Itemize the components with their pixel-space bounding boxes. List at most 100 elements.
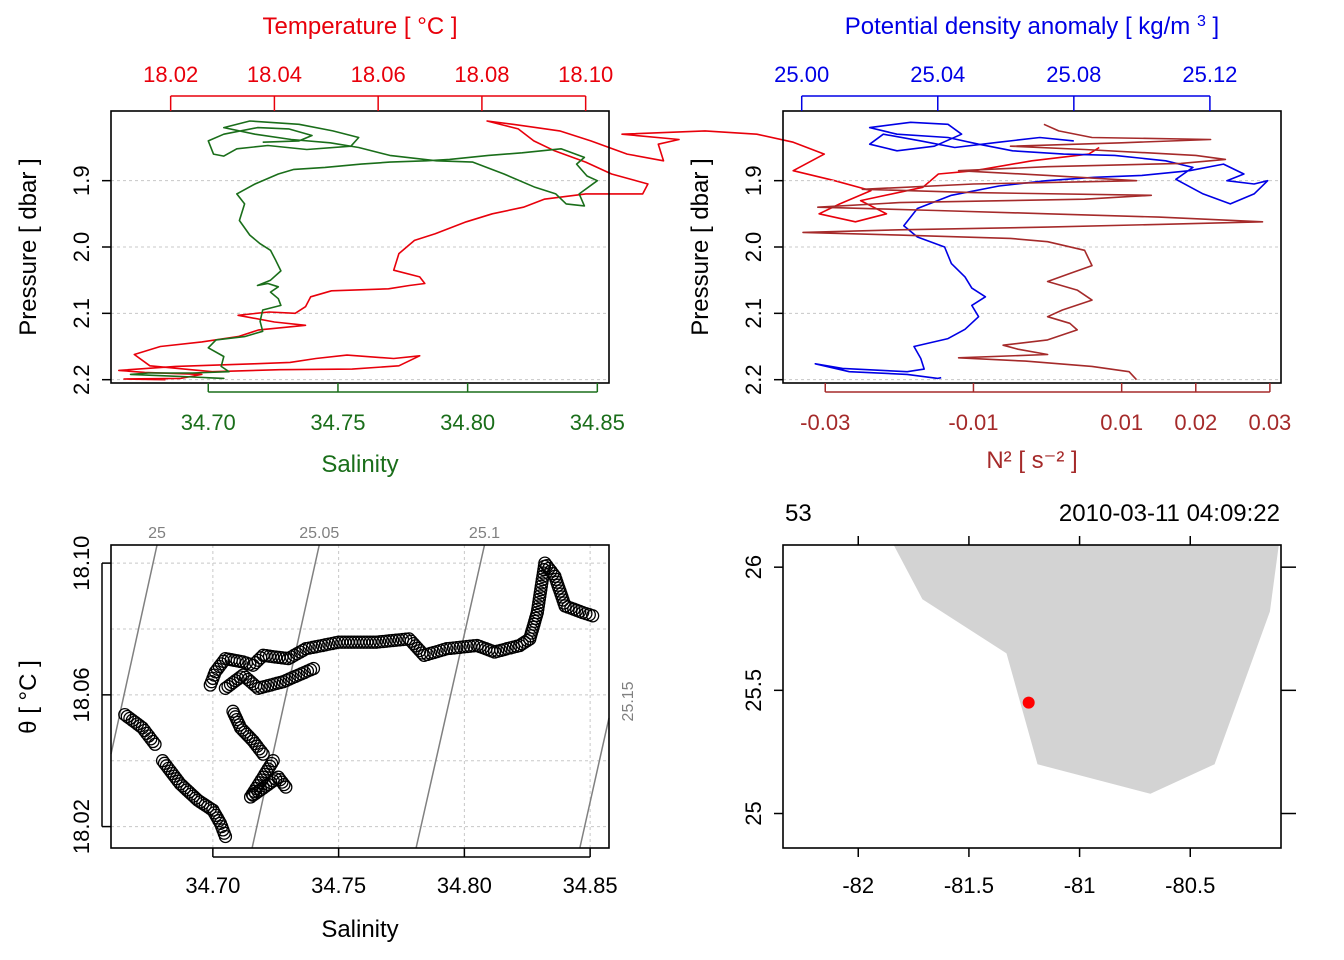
p1-bottom-tick-label: 34.75	[310, 410, 365, 435]
p2-series-a-line	[814, 121, 1269, 380]
p2-top-tick-label: 25.04	[910, 62, 965, 87]
p3-data-point	[279, 780, 293, 794]
p1-y-tick-label: 2.1	[69, 298, 94, 329]
p3-data-point	[277, 777, 291, 792]
p3-data-point	[296, 643, 310, 658]
p3-isopycnal-line	[110, 544, 158, 755]
p4-y-tick-label: 25	[741, 801, 766, 825]
p1-y-tick-label: 2.2	[69, 364, 94, 395]
p2-y-tick-label: 2.1	[741, 298, 766, 329]
p3-data-point	[236, 668, 250, 682]
p4-plot-frame	[782, 544, 1282, 849]
p3-data-point	[366, 635, 380, 649]
p1-top-tick-label: 18.10	[558, 62, 613, 87]
p3-isopycnal-label: 25.1	[469, 525, 500, 542]
p4-station-marker	[1022, 696, 1035, 709]
p4-x-tick-label: -81	[1064, 873, 1096, 898]
p2-y-tick-label: 2.0	[741, 232, 766, 263]
p3-grid	[111, 545, 609, 848]
p1-top-tick-label: 18.04	[247, 62, 302, 87]
p2-axis-ticks: 1.9 2.0 2.1 2.2 -0.03 -0.01 0.01 0.02 0.03 25.00 2…	[741, 62, 1291, 435]
p3-data-point	[146, 734, 160, 749]
p3-data-point	[586, 609, 600, 623]
p3-data-point	[306, 661, 321, 676]
p1-data-lines	[118, 120, 1100, 381]
p2-data-lines	[802, 121, 1269, 381]
p2-bottom-tick-label: 0.03	[1248, 410, 1291, 435]
p2-y-tick-label: 1.9	[741, 165, 766, 196]
p1-y-axis-title: Pressure [ dbar ]	[15, 158, 42, 335]
p3-isopycnals: 25 25.05 25.1 25.15	[110, 525, 637, 849]
p3-isopycnal-label: 25.05	[299, 525, 339, 542]
p2-y-tick-label: 2.2	[741, 364, 766, 395]
p1-bottom-tick-label: 34.85	[570, 410, 625, 435]
p1-bottom-tick-label: 34.80	[440, 410, 495, 435]
p1-y-tick-label: 1.9	[69, 165, 94, 196]
p3-y-tick-label: 18.06	[69, 667, 94, 722]
p1-y-tick-label: 2.0	[69, 232, 94, 263]
p3-data-points	[118, 556, 600, 844]
p1-axis-ticks: 1.9 2.0 2.1 2.2 34.70 34.75 34.80 34.85 18.02 18.…	[69, 62, 625, 435]
panel-station-map: -82 -81.5 -81 -80.5 25 25.5 26 53 2010-03-11 0…	[741, 500, 1296, 898]
p3-data-point	[241, 672, 255, 687]
p3-data-point	[243, 675, 258, 689]
p4-x-tick-label: -80.5	[1165, 873, 1215, 898]
p3-x-axis-title: Salinity	[321, 916, 398, 943]
p1-bottom-axis-title: Salinity	[321, 451, 398, 478]
p2-top-axis-title: Potential density anomaly [ kg/m 3 ]	[845, 13, 1219, 41]
p3-data-point	[363, 635, 377, 649]
p2-bottom-axis-title: N² [ s⁻² ]	[986, 447, 1077, 474]
p2-bottom-tick-label: -0.03	[800, 410, 850, 435]
p4-land-polygon	[893, 545, 1279, 794]
p1-top-tick-label: 18.08	[454, 62, 509, 87]
p1-series-b-line	[129, 120, 599, 380]
p3-data-point	[256, 747, 270, 761]
p3-x-tick-label: 34.80	[437, 873, 492, 898]
p3-axis-ticks: 34.70 34.75 34.80 34.85 18.02 18.06 18.10	[69, 536, 618, 898]
p2-y-axis-title: Pressure [ dbar ]	[687, 158, 714, 335]
p1-grid	[111, 180, 609, 381]
p4-y-tick-label: 26	[741, 555, 766, 579]
p3-isopycnal-line	[579, 717, 610, 849]
p3-isopycnal-label: 25	[148, 525, 166, 542]
p1-top-axis-title: Temperature [ °C ]	[263, 13, 458, 40]
p2-top-tick-label: 25.12	[1182, 62, 1237, 87]
p2-bottom-tick-label: 0.01	[1100, 410, 1143, 435]
p2-top-tick-label: 25.00	[774, 62, 829, 87]
p3-y-tick-label: 18.10	[69, 536, 94, 591]
p3-data-point	[238, 670, 253, 684]
p3-data-point	[251, 653, 265, 667]
p1-series-a-line	[118, 120, 1100, 381]
p3-x-tick-label: 34.75	[311, 873, 366, 898]
p3-x-tick-label: 34.70	[185, 873, 240, 898]
p1-top-tick-label: 18.02	[143, 62, 198, 87]
p3-y-tick-label: 18.02	[69, 799, 94, 854]
p4-map-content	[893, 545, 1279, 794]
p3-data-point	[212, 814, 226, 828]
p4-x-tick-label: -82	[842, 873, 874, 898]
p3-data-point	[248, 656, 263, 670]
p3-data-point	[246, 658, 260, 672]
p3-data-point	[520, 633, 534, 648]
p2-bottom-tick-label: 0.02	[1174, 410, 1217, 435]
p2-top-axis-title-superscript: 3	[1197, 13, 1206, 30]
p3-data-point	[360, 635, 374, 649]
p2-series-b-line	[802, 123, 1264, 381]
p3-data-point	[133, 719, 147, 733]
p3-plot-frame	[110, 544, 610, 849]
p4-axis-ticks: -82 -81.5 -81 -80.5 25 25.5 26	[741, 536, 1296, 898]
p3-data-point	[148, 737, 162, 751]
p2-top-axis-title-tail: ]	[1206, 13, 1219, 40]
p1-top-tick-label: 18.06	[351, 62, 406, 87]
p3-data-point	[218, 829, 233, 844]
p2-top-axis-title-text: Potential density anomaly [ kg/m	[845, 13, 1191, 40]
p3-isopycnal-line	[415, 544, 486, 849]
panel-ts-diagram: 25 25.05 25.1 25.15 34.70 34.75 34.80 34.85 18.…	[15, 525, 637, 943]
p1-bottom-tick-label: 34.70	[181, 410, 236, 435]
p2-bottom-tick-label: -0.01	[948, 410, 998, 435]
p3-isopycnal-label: 25.15	[620, 681, 637, 721]
panel-density-n2-profile: 1.9 2.0 2.1 2.2 -0.03 -0.01 0.01 0.02 0.03 25.00 2…	[687, 13, 1291, 475]
p3-data-point	[254, 744, 268, 759]
panel-temperature-salinity-profile: 1.9 2.0 2.1 2.2 34.70 34.75 34.80 34.85 18.02 18.…	[15, 13, 1100, 478]
